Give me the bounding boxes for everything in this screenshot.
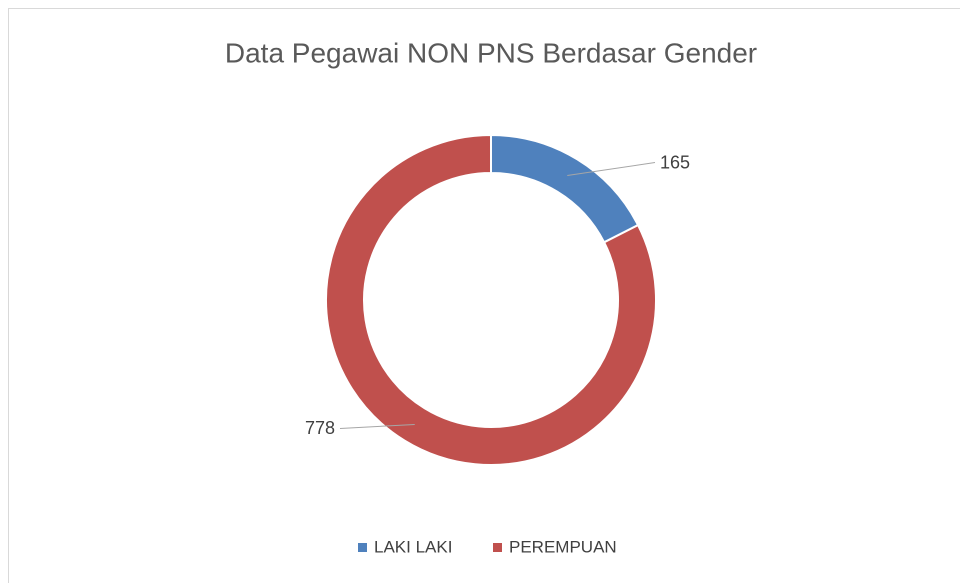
data-label: 165 [660,152,690,172]
data-label: 778 [305,418,335,438]
legend-label: PEREMPUAN [509,537,617,556]
chart-frame [8,8,960,583]
donut-slice [325,133,657,466]
chart-title: Data Pegawai NON PNS Berdasar Gender [225,37,757,68]
leader-line [339,423,415,429]
legend-swatch [358,543,367,552]
legend-label: LAKI LAKI [374,537,452,556]
leader-line [567,162,656,177]
legend-swatch [493,543,502,552]
